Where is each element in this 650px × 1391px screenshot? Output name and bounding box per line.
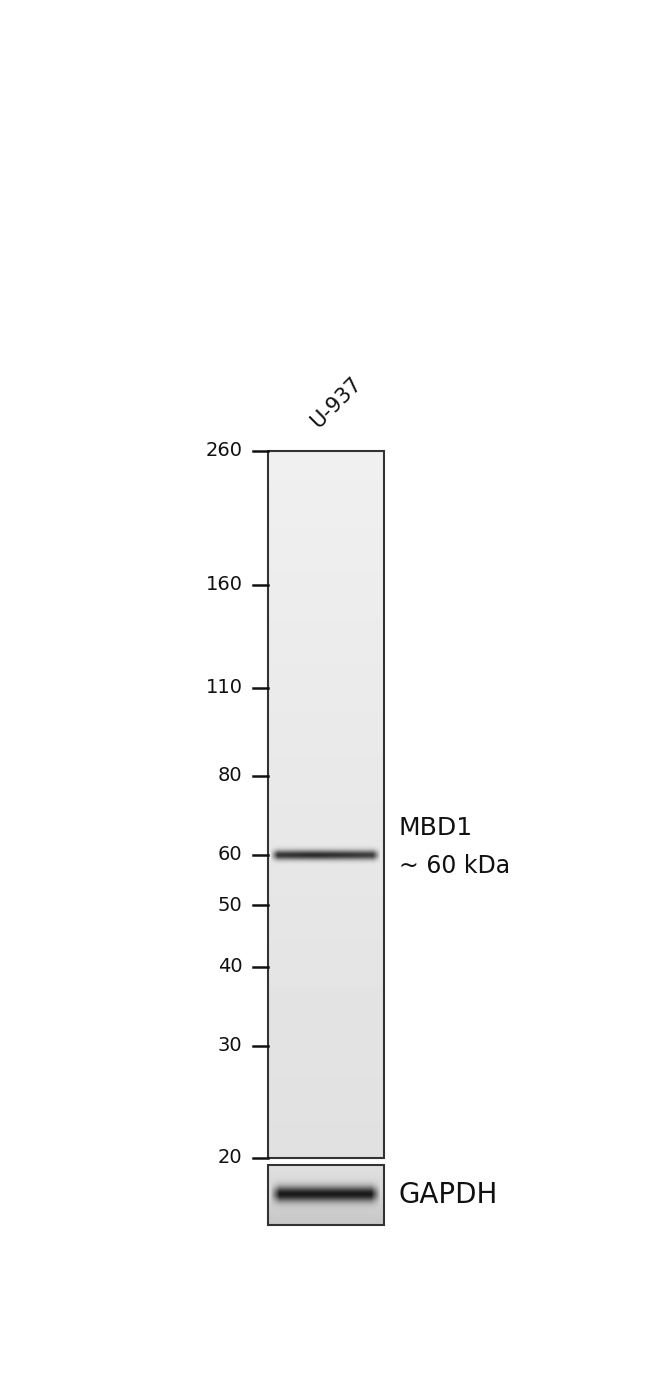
Text: 110: 110 xyxy=(205,679,242,697)
Text: 30: 30 xyxy=(218,1036,242,1056)
Text: ~ 60 kDa: ~ 60 kDa xyxy=(398,854,510,878)
Text: 80: 80 xyxy=(218,766,242,785)
Text: U-937: U-937 xyxy=(306,373,365,431)
Bar xyxy=(268,1166,384,1225)
Text: 20: 20 xyxy=(218,1148,242,1167)
Bar xyxy=(268,451,384,1157)
Text: GAPDH: GAPDH xyxy=(398,1181,498,1209)
Text: 260: 260 xyxy=(205,441,242,460)
Text: 40: 40 xyxy=(218,957,242,976)
Text: MBD1: MBD1 xyxy=(398,817,473,840)
Text: 160: 160 xyxy=(205,574,242,594)
Text: 60: 60 xyxy=(218,846,242,864)
Text: 50: 50 xyxy=(218,896,242,915)
